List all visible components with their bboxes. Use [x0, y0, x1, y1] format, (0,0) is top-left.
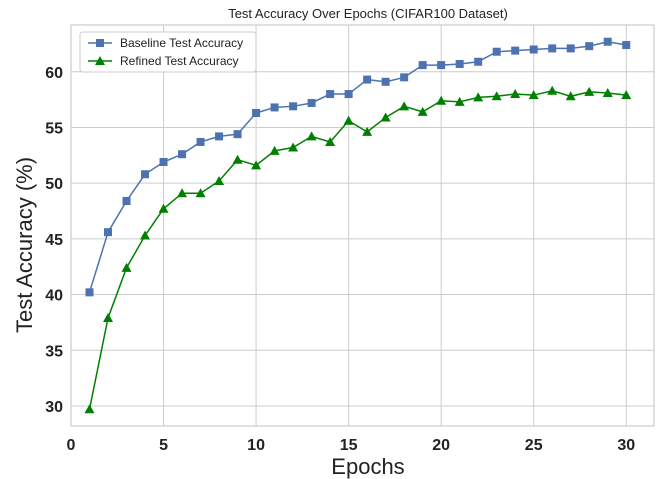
- series-2-point: [251, 160, 262, 170]
- series-2-point: [121, 262, 132, 272]
- y-tick-label: 60: [45, 65, 63, 82]
- series-2-point: [547, 85, 558, 95]
- series-1-point: [437, 61, 446, 70]
- y-tick-label: 35: [45, 343, 63, 360]
- x-tick-label: 30: [617, 437, 635, 454]
- x-tick-label: 15: [340, 437, 358, 454]
- legend: Baseline Test Accuracy Refined Test Accur…: [79, 31, 257, 73]
- series-1-point: [215, 132, 224, 141]
- series-2-point: [454, 96, 465, 106]
- y-axis-label: Test Accuracy (%): [12, 157, 37, 333]
- series-1-point: [492, 47, 501, 56]
- series-1-point: [511, 46, 520, 55]
- series-1-point: [141, 170, 150, 179]
- y-tick-label: 55: [45, 120, 63, 137]
- series-2-point: [214, 175, 225, 185]
- series-2-point: [177, 188, 188, 198]
- x-tick-label: 5: [159, 437, 168, 454]
- series-2-point: [306, 131, 317, 141]
- series-2: [84, 85, 632, 414]
- x-tick-labels: 0 5 10 15 20 25 30: [67, 437, 636, 454]
- grid-lines: [70, 25, 654, 426]
- y-tick-labels: 30 35 40 45 50 55 60: [45, 65, 63, 416]
- legend-box: [79, 31, 257, 73]
- series-1-point: [233, 130, 242, 139]
- x-tick-label: 10: [247, 437, 265, 454]
- series-1-point: [585, 42, 594, 51]
- chart-title: Test Accuracy Over Epochs (CIFAR100 Data…: [228, 6, 508, 21]
- series-2-point: [380, 112, 391, 122]
- y-tick-label: 50: [45, 176, 63, 193]
- series-2-point: [158, 203, 169, 213]
- series-2-point: [399, 101, 410, 111]
- series-2-point: [473, 92, 484, 102]
- series-2-point: [140, 230, 151, 240]
- series-2-point: [84, 404, 95, 414]
- series-1-line: [88, 40, 627, 293]
- series-2-point: [621, 90, 632, 100]
- series-1-point: [622, 41, 631, 50]
- series-1-point: [566, 44, 575, 53]
- series-2-point: [417, 106, 428, 116]
- series-1-point: [270, 103, 279, 112]
- legend-swatch-marker: [96, 39, 104, 47]
- series-1-point: [85, 288, 94, 297]
- series-2-point: [528, 90, 539, 100]
- x-tick-label: 25: [525, 437, 543, 454]
- series-1-point: [474, 57, 483, 66]
- series-2-point: [565, 91, 576, 101]
- series-2-point: [232, 154, 243, 164]
- series-1-point: [548, 44, 557, 53]
- legend-label: Baseline Test Accuracy: [120, 36, 243, 50]
- series-1-point: [455, 59, 464, 68]
- series-1-point: [307, 98, 316, 107]
- y-tick-label: 30: [45, 399, 63, 416]
- series-2-point: [510, 89, 521, 99]
- series-1-point: [400, 73, 409, 82]
- series-1-point: [252, 108, 261, 117]
- series-layer: [84, 37, 632, 414]
- x-tick-label: 0: [67, 437, 76, 454]
- series-2-point: [584, 86, 595, 96]
- series-2-point: [491, 91, 502, 101]
- series-2-point: [436, 95, 447, 105]
- series-2-point: [195, 188, 206, 198]
- series-2-point: [362, 126, 373, 136]
- y-tick-label: 40: [45, 288, 63, 305]
- plot-frame: [70, 24, 655, 427]
- series-1-point: [104, 228, 113, 237]
- series-1-point: [289, 102, 298, 111]
- series-2-point: [343, 115, 354, 125]
- series-1-point: [122, 196, 131, 205]
- series-1-point: [363, 75, 372, 84]
- series-1-point: [603, 37, 612, 46]
- legend-swatch-marker: [95, 56, 105, 65]
- plot-border: [70, 24, 655, 427]
- x-tick-label: 20: [432, 437, 450, 454]
- series-1-point: [344, 90, 353, 99]
- legend-label: Refined Test Accuracy: [120, 54, 239, 68]
- x-axis-label: Epochs: [331, 454, 404, 479]
- series-2-point: [325, 136, 336, 146]
- series-1-point: [529, 45, 538, 54]
- series-1-point: [381, 77, 390, 86]
- series-2-point: [602, 87, 613, 97]
- series-1-point: [418, 61, 427, 70]
- series-1-point: [159, 158, 168, 167]
- series-2-point: [288, 142, 299, 152]
- series-2-point: [269, 145, 280, 155]
- y-tick-label: 45: [45, 232, 63, 249]
- series-1-point: [326, 90, 335, 99]
- series-2-line: [88, 89, 627, 410]
- series-1-point: [196, 137, 205, 146]
- series-1: [85, 37, 631, 297]
- series-2-point: [103, 312, 114, 322]
- series-1-point: [178, 150, 187, 159]
